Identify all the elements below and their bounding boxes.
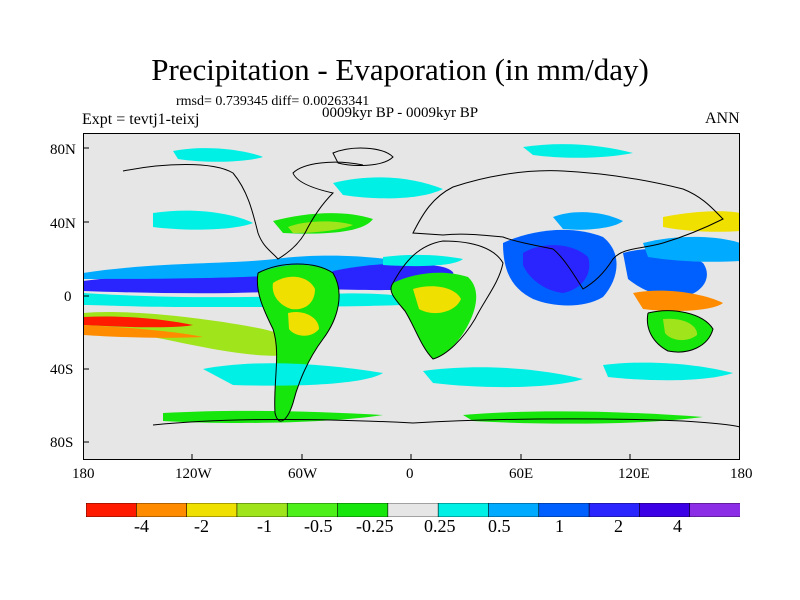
lon-tick-120w: 120W [175, 466, 212, 482]
map-ticks [83, 147, 631, 460]
colorbar-swatch [286, 503, 339, 517]
pe-map [83, 133, 740, 460]
siberia-wet-patch [523, 144, 633, 158]
colorbar-swatch [136, 503, 188, 517]
colorbar-label: -0.5 [304, 516, 333, 536]
colorbar-label: 1 [555, 516, 564, 536]
lon-tick-120e: 120E [618, 466, 650, 482]
amazon-dry-core [272, 276, 315, 310]
lon-tick-0: 0 [406, 466, 414, 482]
australia-dry-core [663, 318, 698, 341]
central-africa-dry-core [413, 286, 461, 314]
lat-tick-40s: 40S [50, 362, 74, 378]
colorbar-swatch [689, 503, 740, 517]
lon-tick-180e: 180 [730, 466, 753, 482]
colorbar-swatch [387, 503, 439, 517]
colorbar-label: 2 [614, 516, 623, 536]
colorbar-label: -2 [194, 516, 209, 536]
south-pacific-dry-edge [83, 325, 203, 338]
colorbar-swatch [337, 503, 389, 517]
period-label: 0009kyr BP - 0009kyr BP [322, 105, 479, 121]
pacific-itcz-fringe [83, 255, 413, 279]
colorbar [86, 503, 740, 517]
colorbar-swatch [588, 503, 641, 517]
maritime-continent-dry [633, 290, 723, 311]
lat-tick-40n: 40N [50, 216, 76, 232]
sahel-wet-band [383, 254, 463, 267]
colorbar-label: 4 [673, 516, 682, 536]
lat-tick-0: 0 [64, 289, 72, 305]
colorbar-swatch [538, 503, 590, 517]
lon-tick-60w: 60W [288, 466, 318, 482]
north-atlantic-wet-track [333, 177, 443, 199]
southern-ocean-wet-patch-3 [603, 362, 733, 381]
north-pacific-track [153, 210, 253, 230]
north-america-coast [122, 161, 364, 260]
antarctica-coast [152, 418, 740, 428]
south-pacific-strong-dry [83, 316, 193, 328]
bay-of-bengal-wet [553, 212, 623, 230]
colorbar-label: -1 [257, 516, 272, 536]
colorbar-swatch [236, 503, 289, 517]
lon-tick-180w: 180 [72, 466, 95, 482]
southern-ocean-wet-patch-1 [203, 363, 383, 386]
eurasia-coast [412, 170, 724, 290]
indian-ocean-wet-core [523, 245, 590, 293]
colorbar-swatch [186, 503, 238, 517]
rmsd-diff-stats: rmsd= 0.739345 diff= 0.00263341 [176, 94, 370, 109]
africa-coast [390, 240, 504, 360]
colorbar-label: -4 [134, 516, 149, 536]
north-atlantic-core [288, 221, 353, 233]
southern-ocean-wet-patch-2 [423, 367, 583, 388]
colorbar-swatch [86, 503, 138, 517]
colorbar-swatch [488, 503, 540, 517]
lon-tick-60e: 60E [509, 466, 534, 482]
greenland-coast [332, 147, 394, 166]
plot-title: Precipitation - Evaporation (in mm/day) [151, 52, 649, 87]
colorbar-label: -0.25 [356, 516, 394, 536]
lat-tick-80n: 80N [50, 142, 76, 158]
coastlines [122, 147, 740, 428]
west-pacific-north-band [643, 236, 740, 262]
south-america-coast [256, 263, 340, 422]
colorbar-swatch [437, 503, 490, 517]
arctic-wet-patch [173, 148, 263, 162]
colorbar-label: 0.25 [424, 516, 456, 536]
lat-tick-80s: 80S [50, 435, 74, 451]
australia-coast [646, 310, 714, 353]
colorbar-label: 0.5 [488, 516, 511, 536]
colorbar-swatch [639, 503, 691, 517]
season-label: ANN [705, 110, 740, 127]
antarctic-coast-band-2 [463, 411, 703, 424]
brazil-dry-core [288, 311, 319, 336]
experiment-label: Expt = tevtj1-teixj [82, 111, 200, 128]
